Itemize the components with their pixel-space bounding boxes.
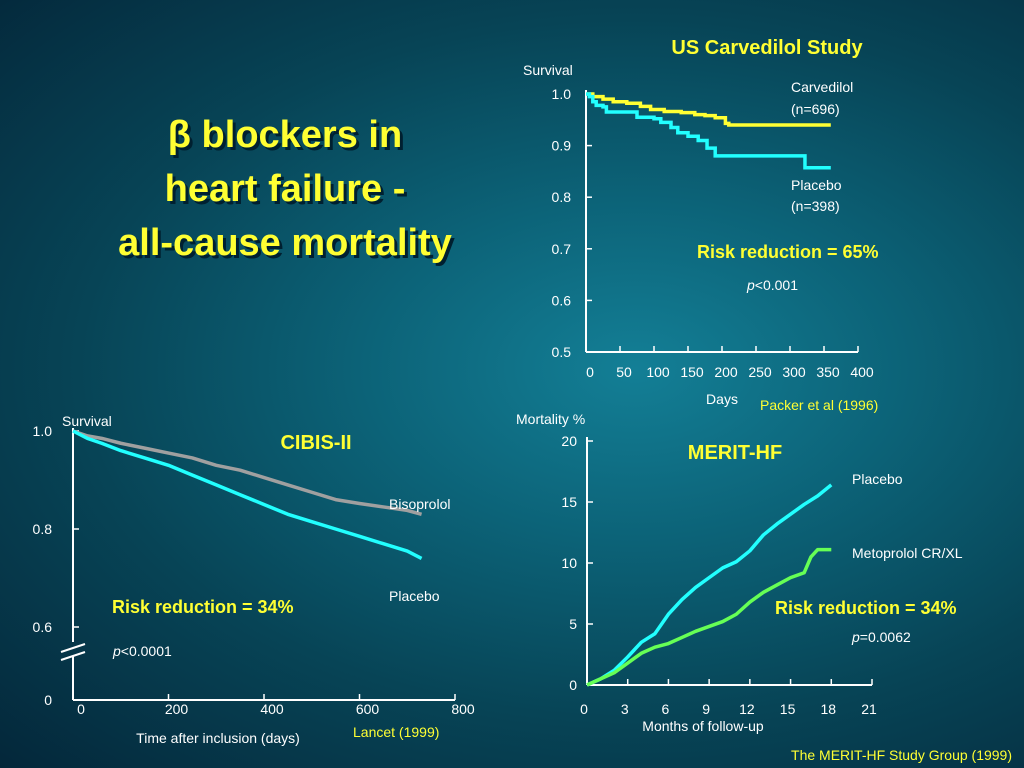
- cibis-x-tick-label: 600: [356, 701, 380, 717]
- merit-y-tick-label: 15: [561, 494, 577, 510]
- us-carvedilol-legend: Carvedilol: [791, 79, 853, 95]
- us-x-tick-label: 100: [646, 364, 670, 380]
- us-placebo-n: (n=398): [791, 198, 840, 214]
- cibis-x-axis-label: Time after inclusion (days): [136, 730, 300, 746]
- merit-y-tick-label: 5: [569, 616, 577, 632]
- cibis-x-tick-label: 800: [451, 701, 475, 717]
- slide-title-line-1: β blockers in: [167, 114, 403, 156]
- us-x-tick-label: 150: [680, 364, 704, 380]
- us-placebo-line: [586, 92, 831, 170]
- us-carvedilol-n: (n=696): [791, 101, 840, 117]
- slide-title-line-2: heart failure -: [164, 168, 406, 210]
- merit-x-tick-label: 0: [580, 701, 588, 717]
- us-x-tick-label: 50: [616, 364, 632, 380]
- cibis-placebo-legend: Placebo: [389, 588, 440, 604]
- us-y-tick-label: 0.7: [552, 241, 572, 257]
- merit-x-tick-label: 3: [621, 701, 629, 717]
- cibis-x-tick-label: 0: [77, 701, 85, 717]
- us-p-value: p<0.001: [746, 277, 798, 293]
- merit-placebo-line: [586, 483, 833, 687]
- cibis-chart-title: CIBIS-II: [280, 432, 351, 454]
- us-x-tick-label: 350: [816, 364, 840, 380]
- us-x-tick-label: 0: [586, 364, 594, 380]
- cibis-p-value: p<0.0001: [112, 643, 172, 659]
- merit-p-value: p=0.0062: [851, 629, 911, 645]
- us-y-tick-label: 0.6: [552, 292, 572, 308]
- cibis-axis-break-mark: [60, 643, 86, 653]
- us-carvedilol-line: [586, 92, 831, 127]
- cibis-y-tick-label: 0: [44, 692, 52, 708]
- us-y-axis-label: Survival: [523, 62, 573, 78]
- merit-y-tick-label: 20: [561, 433, 577, 449]
- cibis-bisoprolol-legend: Bisoprolol: [389, 496, 450, 512]
- cibis-x-tick-label: 200: [165, 701, 189, 717]
- merit-source: The MERIT-HF Study Group (1999): [791, 747, 1012, 763]
- us-placebo-legend: Placebo: [791, 177, 842, 193]
- us-x-tick-label: 400: [850, 364, 874, 380]
- us-y-tick-label: 0.5: [552, 344, 572, 360]
- cibis-y-tick-label: 0.6: [33, 619, 53, 635]
- us-y-tick-label: 0.8: [552, 189, 572, 205]
- cibis-axis-break-mark: [60, 651, 86, 661]
- us-x-tick-label: 250: [748, 364, 772, 380]
- merit-x-tick-label: 15: [780, 701, 796, 717]
- us-y-tick-label: 0.9: [552, 138, 572, 154]
- cibis-y-axis-label: Survival: [62, 413, 112, 429]
- merit-x-tick-label: 9: [702, 701, 710, 717]
- merit-placebo-legend: Placebo: [852, 471, 903, 487]
- cibis-y-tick-label: 0.8: [33, 521, 53, 537]
- us-chart-title: US Carvedilol Study: [671, 37, 863, 59]
- cibis-bisoprolol-line: [72, 429, 423, 516]
- us-risk-reduction: Risk reduction = 65%: [697, 242, 879, 262]
- merit-x-tick-label: 12: [739, 701, 755, 717]
- merit-x-tick-label: 21: [861, 701, 877, 717]
- merit-y-tick-label: 0: [569, 677, 577, 693]
- cibis-x-tick-label: 400: [260, 701, 284, 717]
- cibis-y-tick-label: 1.0: [33, 423, 53, 439]
- us-x-axis-label: Days: [706, 391, 738, 407]
- cibis-risk-reduction: Risk reduction = 34%: [112, 597, 294, 617]
- slide-title-line-3: all-cause mortality: [118, 222, 452, 264]
- merit-x-tick-label: 18: [820, 701, 836, 717]
- cibis-placebo-line: [72, 429, 423, 560]
- us-x-tick-label: 300: [782, 364, 806, 380]
- us-source: Packer et al (1996): [760, 397, 878, 413]
- us-x-tick-label: 200: [714, 364, 738, 380]
- merit-metoprolol-line: [586, 547, 832, 687]
- cibis-source: Lancet (1999): [353, 724, 439, 740]
- merit-y-tick-label: 10: [561, 555, 577, 571]
- merit-x-axis-label: Months of follow-up: [642, 718, 764, 734]
- merit-risk-reduction: Risk reduction = 34%: [775, 598, 957, 618]
- us-y-tick-label: 1.0: [552, 86, 572, 102]
- slide-title: β blockers in heart failure - all-cause …: [70, 108, 500, 270]
- merit-x-tick-label: 6: [662, 701, 670, 717]
- merit-y-axis-label: Mortality %: [516, 411, 585, 427]
- merit-metoprolol-legend: Metoprolol CR/XL: [852, 545, 963, 561]
- merit-chart-title: MERIT-HF: [688, 442, 782, 464]
